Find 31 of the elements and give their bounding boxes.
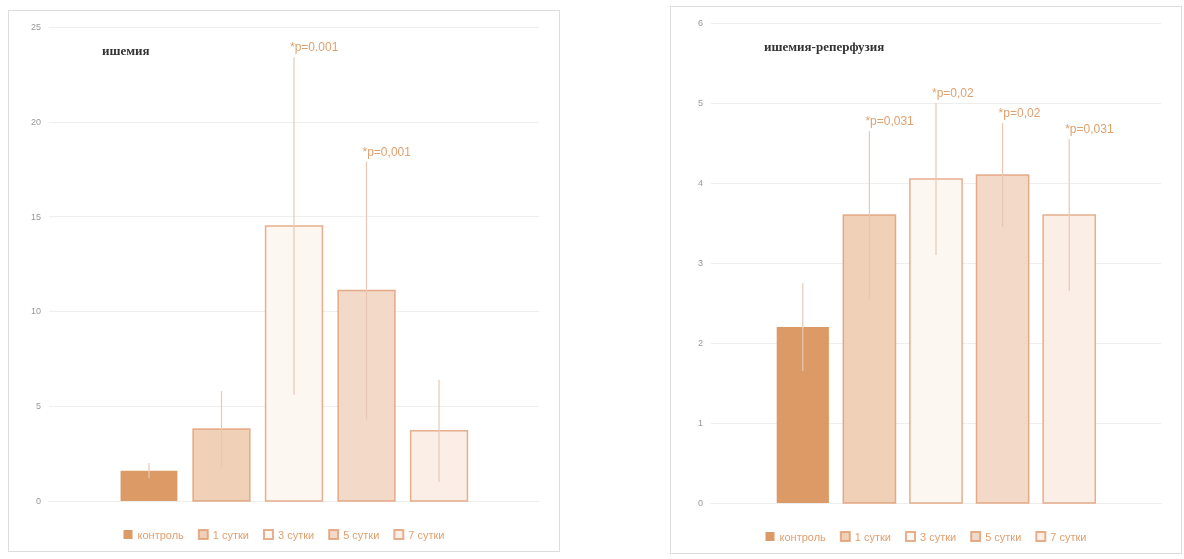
y-tick-label: 15 (30, 211, 41, 222)
legend-label: 5 сутки (343, 528, 380, 541)
legend-label: контроль (779, 530, 827, 543)
legend-label: 7 сутки (1050, 530, 1087, 543)
legend-label: 7 сутки (408, 528, 445, 541)
y-tick-label: 5 (697, 98, 703, 108)
y-tick-label: 25 (30, 22, 41, 32)
y-tick-label: 0 (35, 496, 41, 506)
annotation: *p=0,001 (362, 144, 412, 159)
y-tick-label: 4 (697, 178, 703, 188)
y-tick-label: 6 (697, 18, 703, 28)
y-tick-label: 2 (697, 338, 703, 348)
y-tick-label: 3 (697, 258, 703, 268)
y-tick-label: 5 (35, 401, 41, 412)
text: ишемия (102, 43, 150, 58)
y-tick-label: 20 (30, 116, 41, 127)
legend-label: 3 сутки (919, 530, 957, 543)
y-tick-label: 10 (30, 306, 41, 317)
text: ишемия-реперфузия (764, 39, 885, 54)
annotation: *p=0,02 (932, 86, 975, 100)
y-tick-label: 0 (697, 498, 703, 508)
legend-label: 1 сутки (854, 530, 891, 543)
annotation: *p=0.001 (290, 40, 339, 55)
legend-label: 1 сутки (212, 528, 249, 541)
legend-label: 5 сутки (985, 530, 1022, 543)
legend-label: 3 сутки (277, 528, 315, 541)
annotation: *p=0,031 (1065, 122, 1114, 136)
annotation: *p=0,031 (865, 114, 915, 128)
y-tick-label: 1 (697, 418, 703, 428)
legend-label: контроль (137, 528, 185, 541)
annotation: *p=0,02 (998, 106, 1041, 120)
